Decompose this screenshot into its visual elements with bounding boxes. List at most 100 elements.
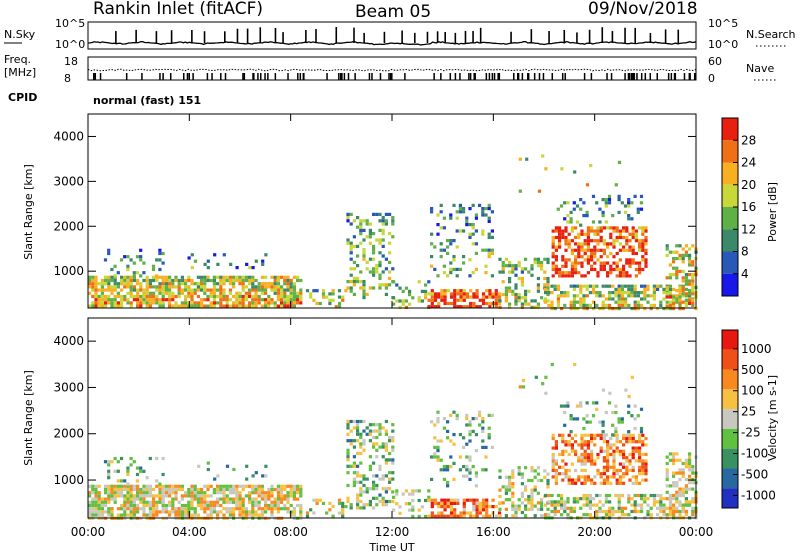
heatmap-cell	[148, 510, 152, 514]
heatmap-cell	[238, 484, 242, 488]
heatmap-cell	[439, 439, 443, 443]
heatmap-cell	[625, 472, 629, 476]
heatmap-cell	[152, 487, 156, 492]
heatmap-cell	[155, 278, 159, 283]
heatmap-cell	[546, 485, 550, 489]
heatmap-cell	[675, 297, 679, 301]
heatmap-cell	[107, 497, 111, 501]
heatmap-cell	[158, 484, 162, 488]
heatmap-cell	[672, 307, 676, 311]
heatmap-cell	[209, 494, 213, 498]
heatmap-cell	[599, 472, 603, 476]
heatmap-cell	[241, 507, 245, 511]
heatmap-cell	[577, 443, 581, 447]
heatmap-cell	[349, 273, 353, 277]
heatmap-cell	[104, 510, 108, 514]
heatmap-cell	[158, 275, 162, 279]
heatmap-cell	[171, 507, 175, 511]
heatmap-cell	[113, 494, 117, 498]
heatmap-cell	[485, 501, 489, 505]
heatmap-cell	[222, 294, 226, 299]
heatmap-cell	[556, 207, 560, 211]
heatmap-cell	[612, 465, 616, 469]
heatmap-cell	[688, 289, 692, 293]
heatmap-cell	[235, 266, 239, 270]
heatmap-cell	[267, 503, 271, 508]
heatmap-cell	[546, 276, 550, 281]
heatmap-cell	[580, 475, 584, 479]
heatmap-cell	[688, 301, 692, 305]
heatmap-cell	[569, 284, 573, 288]
heatmap-cell	[164, 278, 168, 283]
heatmap-cell	[675, 452, 679, 456]
heatmap-cell	[631, 468, 635, 473]
heatmap-cell	[289, 301, 293, 305]
heatmap-cell	[627, 394, 631, 399]
heatmap-cell	[583, 239, 587, 243]
heatmap-cell	[116, 301, 120, 305]
heatmap-cell	[151, 267, 156, 272]
heatmap-cell	[375, 503, 379, 507]
heatmap-cell	[639, 407, 644, 411]
heatmap-cell	[107, 278, 111, 283]
heatmap-cell	[391, 461, 395, 465]
heatmap-cell	[158, 497, 162, 501]
heatmap-cell	[487, 248, 491, 252]
heatmap-cell	[129, 288, 133, 292]
heatmap-cell	[142, 503, 146, 508]
heatmap-cell	[368, 235, 372, 239]
heatmap-cell	[289, 285, 293, 289]
heatmap-cell	[620, 287, 624, 291]
heatmap-cell	[596, 456, 600, 460]
heatmap-cell	[638, 267, 642, 272]
heatmap-cell	[142, 288, 146, 292]
heatmap-cell	[148, 301, 152, 305]
heatmap-cell	[184, 304, 188, 308]
heatmap-cell	[536, 472, 540, 476]
heatmap-cell	[520, 491, 524, 495]
heatmap-cell	[602, 264, 606, 268]
heatmap-cell	[126, 513, 130, 517]
heatmap-cell	[404, 286, 408, 290]
heatmap-cell	[530, 507, 534, 511]
heatmap-cell	[678, 298, 682, 302]
heatmap-cell	[554, 255, 558, 259]
heatmap-cell	[530, 478, 534, 483]
heatmap-cell	[625, 433, 629, 437]
heatmap-cell	[550, 284, 554, 288]
heatmap-cell	[599, 475, 603, 479]
heatmap-cell	[375, 429, 379, 433]
heatmap-cell	[577, 459, 581, 463]
heatmap-cell	[238, 510, 242, 514]
heatmap-cell	[219, 484, 223, 488]
power-colorbar-label: Power [dB]	[766, 182, 779, 242]
heatmap-cell	[107, 460, 111, 464]
heatmap-cell	[273, 497, 277, 501]
heatmap-cell	[563, 506, 567, 510]
heatmap-cell	[615, 264, 619, 268]
heatmap-cell	[628, 248, 632, 252]
heatmap-cell	[630, 284, 634, 288]
heatmap-cell	[238, 278, 242, 283]
heatmap-cell	[334, 305, 338, 309]
heatmap-cell	[446, 429, 450, 433]
heatmap-cell	[681, 279, 685, 283]
heatmap-cell	[570, 449, 574, 453]
heatmap-cell	[430, 289, 434, 293]
heatmap-cell	[238, 500, 242, 504]
heatmap-cell	[485, 514, 489, 518]
heatmap-cell	[517, 296, 521, 300]
heatmap-cell	[608, 284, 612, 288]
heatmap-cell	[254, 491, 258, 495]
heatmap-cell	[107, 248, 111, 252]
heatmap-cell	[494, 305, 498, 309]
heatmap-cell	[216, 275, 220, 279]
heatmap-cell	[171, 510, 175, 514]
heatmap-cell	[193, 301, 197, 305]
heatmap-cell	[190, 282, 194, 286]
heatmap-cell	[216, 474, 220, 478]
colorbar-segment	[722, 428, 738, 449]
heatmap-cell	[378, 238, 382, 242]
heatmap-cell	[219, 510, 223, 514]
